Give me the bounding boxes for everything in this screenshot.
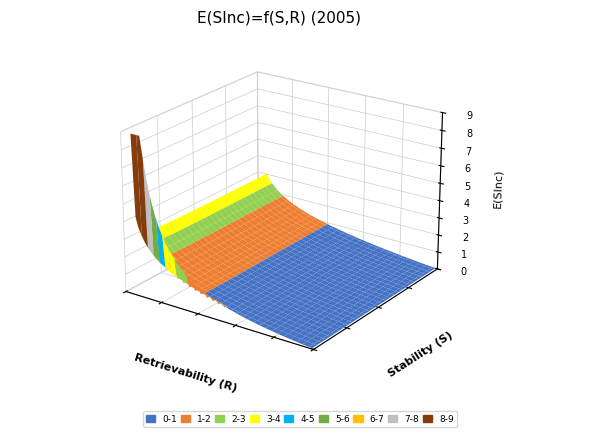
X-axis label: Retrievability (R): Retrievability (R) (133, 352, 239, 394)
Y-axis label: Stability (S): Stability (S) (386, 330, 455, 379)
Title: E(SInc)=f(S,R) (2005): E(SInc)=f(S,R) (2005) (197, 10, 361, 25)
Legend: 0-1, 1-2, 2-3, 3-4, 4-5, 5-6, 6-7, 7-8, 8-9: 0-1, 1-2, 2-3, 3-4, 4-5, 5-6, 6-7, 7-8, … (143, 411, 457, 427)
